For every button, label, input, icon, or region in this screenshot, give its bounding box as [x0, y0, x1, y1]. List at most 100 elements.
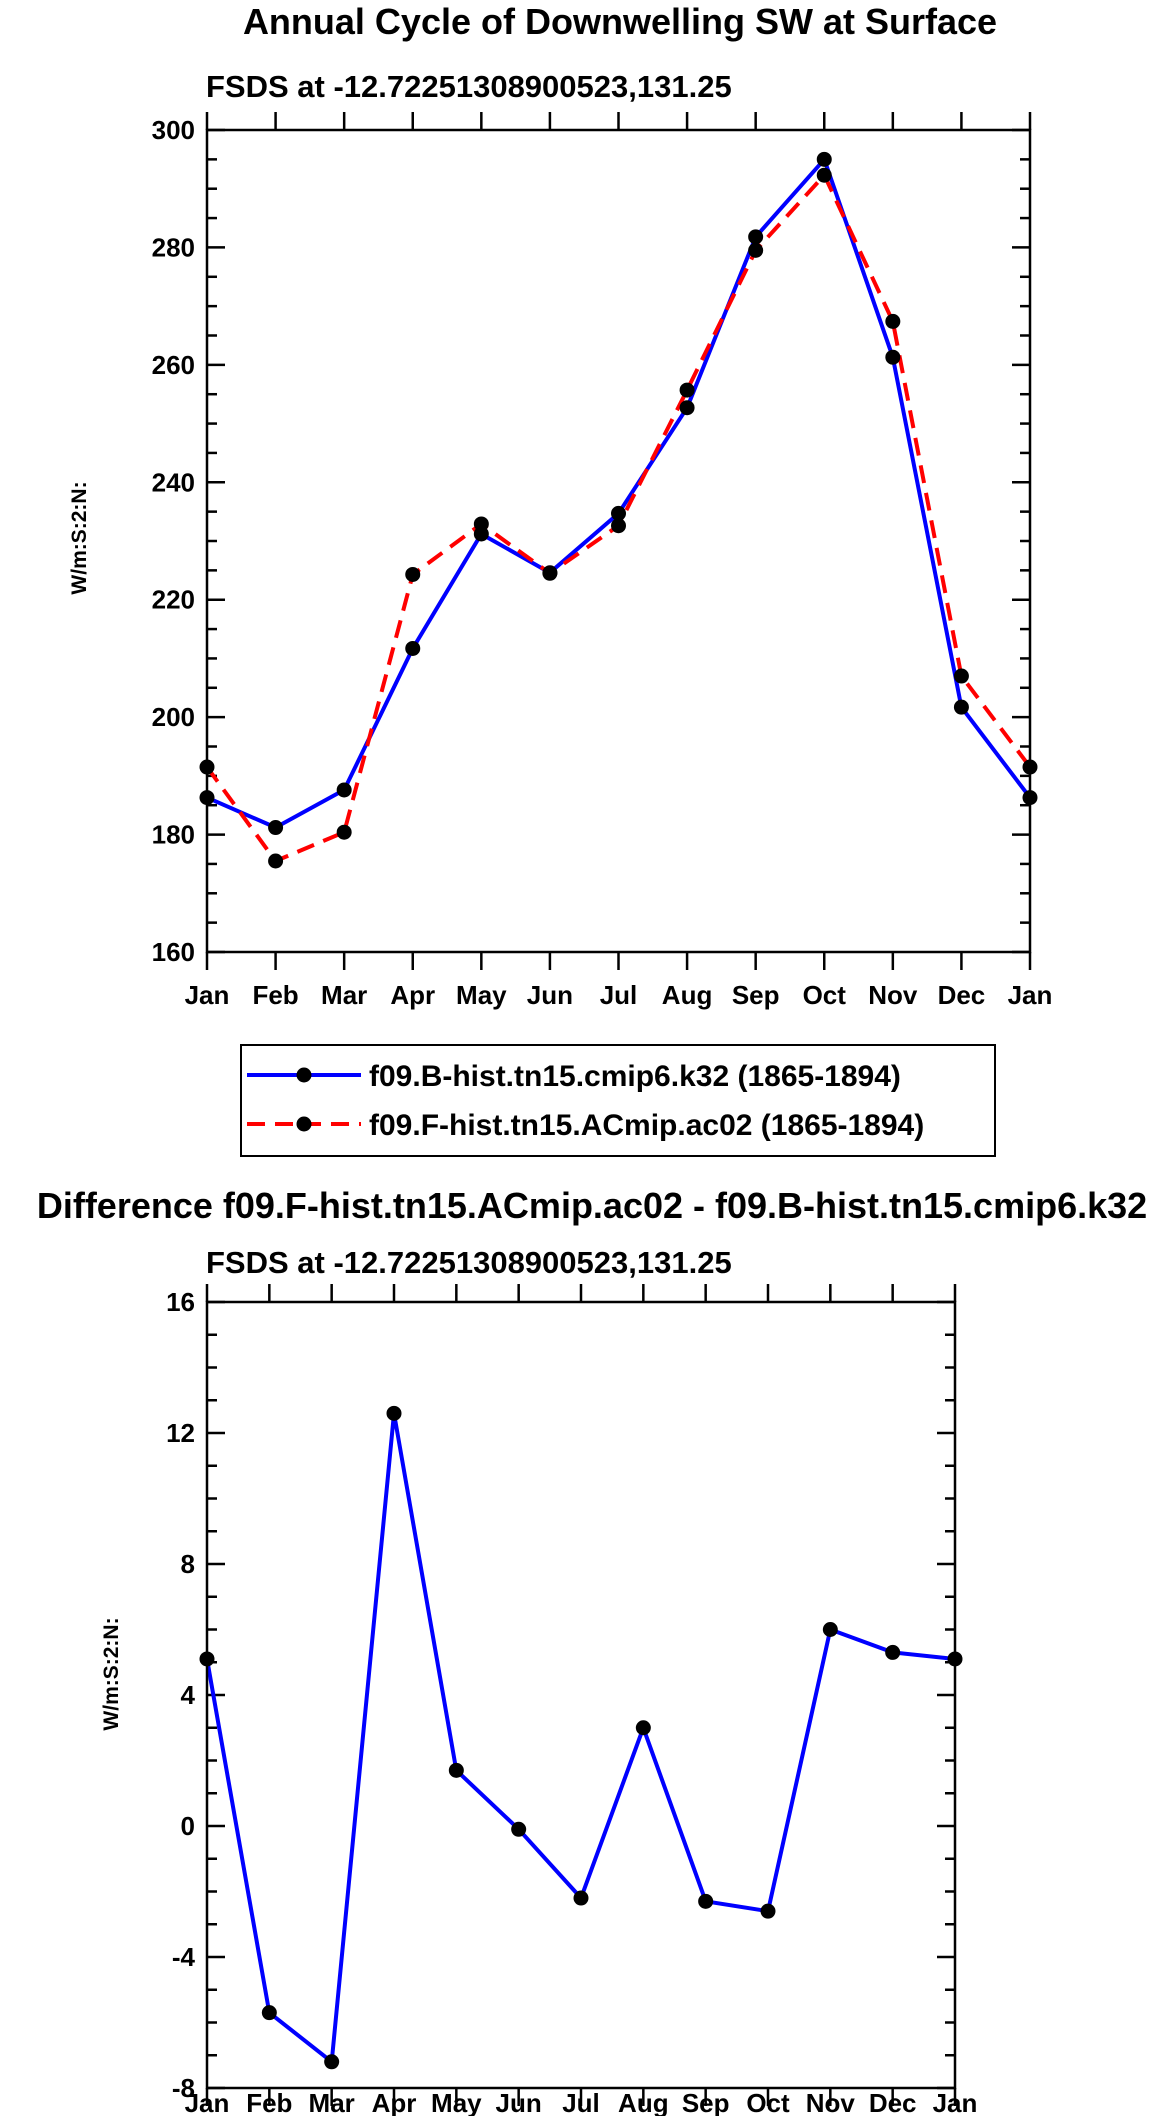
- data-point: [611, 518, 626, 534]
- legend-box: [240, 1044, 996, 1157]
- data-point: [448, 1762, 464, 1778]
- x-tick-label: Oct: [803, 980, 847, 1010]
- y-tick-label: 8: [181, 1549, 195, 1579]
- difference-chart: Difference f09.F-hist.tn15.ACmip.ac02 - …: [37, 1185, 1147, 2116]
- legend: f09.B-hist.tn15.cmip6.k32 (1865-1894) f0…: [240, 1044, 996, 1157]
- series-line-0: [205, 1411, 956, 2064]
- annual-cycle-chart: Annual Cycle of Downwelling SW at Surfac…: [68, 1, 1052, 1010]
- x-tick-label: Jun: [496, 2088, 542, 2116]
- x-tick-label: Sep: [732, 980, 780, 1010]
- data-point: [822, 1622, 838, 1637]
- data-point: [885, 313, 901, 329]
- x-tick-label: Feb: [252, 980, 298, 1010]
- y-tick-label: 240: [152, 467, 195, 497]
- x-tick-label: Dec: [938, 980, 986, 1010]
- data-point: [885, 349, 901, 365]
- y-axis-label: W/m:S:2:N:: [68, 481, 91, 594]
- data-point: [573, 1890, 589, 1906]
- data-point: [324, 2054, 340, 2070]
- x-tick-label: Jan: [933, 2088, 978, 2116]
- data-point: [405, 640, 421, 656]
- y-tick-label: -4: [172, 1942, 196, 1972]
- x-tick-label: May: [431, 2088, 482, 2116]
- difference-axes-ticks: [205, 1284, 957, 2106]
- y-tick-label: 260: [152, 350, 195, 380]
- legend-marker-f-hist: [296, 1116, 312, 1132]
- x-tick-label: Apr: [390, 980, 435, 1010]
- x-tick-labels: Jan Feb Mar Apr May Jun Jul Aug Sep Oct Nov Dec Jan: [185, 980, 1053, 1010]
- x-tick-label: Oct: [746, 2088, 790, 2116]
- difference-x-tick-labels: Jan Feb Mar Apr May Jun Jul Aug Sep Oct Nov Dec Jan: [185, 2088, 978, 2116]
- data-point: [542, 565, 558, 581]
- data-point: [679, 400, 695, 416]
- y-tick-label: 4: [181, 1680, 196, 1710]
- y-tick-label: 12: [166, 1418, 195, 1448]
- y-tick-label: 0: [181, 1811, 195, 1841]
- difference-title: Difference f09.F-hist.tn15.ACmip.ac02 - …: [37, 1185, 1147, 1226]
- data-point: [953, 699, 969, 715]
- data-point: [748, 242, 764, 258]
- series-points: [199, 151, 1038, 869]
- x-tick-label: Jul: [562, 2088, 600, 2116]
- difference-y-axis-label: W/m:S:2:N:: [100, 1617, 123, 1730]
- axes-ticks: [205, 112, 1032, 970]
- data-point: [635, 1720, 651, 1736]
- data-point: [268, 853, 284, 869]
- x-tick-label: Mar: [321, 980, 367, 1010]
- data-point: [473, 516, 489, 532]
- difference-series-line: [205, 1411, 956, 2064]
- difference-y-tick-labels: -8 -4 0 4 8 12 16: [166, 1287, 195, 2103]
- x-tick-label: Apr: [372, 2088, 417, 2116]
- data-point: [268, 820, 284, 836]
- x-tick-label: Aug: [662, 980, 713, 1010]
- y-tick-label: 220: [152, 585, 195, 615]
- difference-subtitle: FSDS at -12.72251308900523,131.25: [206, 1245, 732, 1280]
- data-point: [816, 151, 832, 167]
- x-tick-label: Jan: [1008, 980, 1053, 1010]
- plot-frame: [205, 128, 1032, 954]
- legend-label-b-hist: f09.B-hist.tn15.cmip6.k32 (1865-1894): [369, 1060, 901, 1093]
- data-point: [953, 668, 969, 684]
- data-point: [679, 382, 695, 398]
- x-tick-label: May: [456, 980, 507, 1010]
- legend-label-f-hist: f09.F-hist.tn15.ACmip.ac02 (1865-1894): [369, 1109, 924, 1142]
- y-tick-label: -8: [172, 2073, 195, 2103]
- data-point: [336, 824, 352, 840]
- data-point: [611, 505, 626, 521]
- x-tick-label: Nov: [806, 2088, 856, 2116]
- y-tick-label: 160: [152, 937, 195, 967]
- x-tick-label: Feb: [246, 2088, 292, 2116]
- y-tick-label: 280: [152, 232, 195, 262]
- data-point: [748, 229, 764, 245]
- y-tick-label: 16: [166, 1287, 195, 1317]
- x-tick-label: Jul: [600, 980, 638, 1010]
- y-tick-label: 180: [152, 820, 195, 850]
- x-tick-label: Jan: [185, 980, 230, 1010]
- data-point: [405, 566, 421, 582]
- data-point: [816, 167, 832, 183]
- series-line-0: [206, 157, 1032, 830]
- data-point: [511, 1821, 527, 1837]
- chart-title: Annual Cycle of Downwelling SW at Surfac…: [243, 1, 997, 42]
- x-tick-label: Aug: [618, 2088, 669, 2116]
- legend-marker-b-hist: [296, 1067, 312, 1083]
- data-point: [386, 1405, 402, 1421]
- x-tick-label: Sep: [682, 2088, 730, 2116]
- y-tick-label: 300: [152, 115, 195, 145]
- chart-subtitle: FSDS at -12.72251308900523,131.25: [206, 69, 732, 104]
- x-tick-label: Jun: [527, 980, 573, 1010]
- y-tick-label: 200: [152, 702, 195, 732]
- x-tick-label: Jan: [185, 2088, 230, 2116]
- data-point: [261, 2005, 277, 2021]
- difference-series-points: [199, 1405, 963, 2070]
- x-tick-label: Dec: [869, 2088, 917, 2116]
- data-point: [885, 1644, 901, 1660]
- difference-plot-frame: [205, 1300, 957, 2090]
- y-tick-labels: 160 180 200 220 240 260 280 300: [152, 115, 195, 967]
- x-tick-label: Nov: [868, 980, 918, 1010]
- data-point: [698, 1893, 714, 1909]
- x-tick-label: Mar: [309, 2088, 355, 2116]
- data-point: [336, 782, 352, 798]
- data-point: [760, 1903, 776, 1919]
